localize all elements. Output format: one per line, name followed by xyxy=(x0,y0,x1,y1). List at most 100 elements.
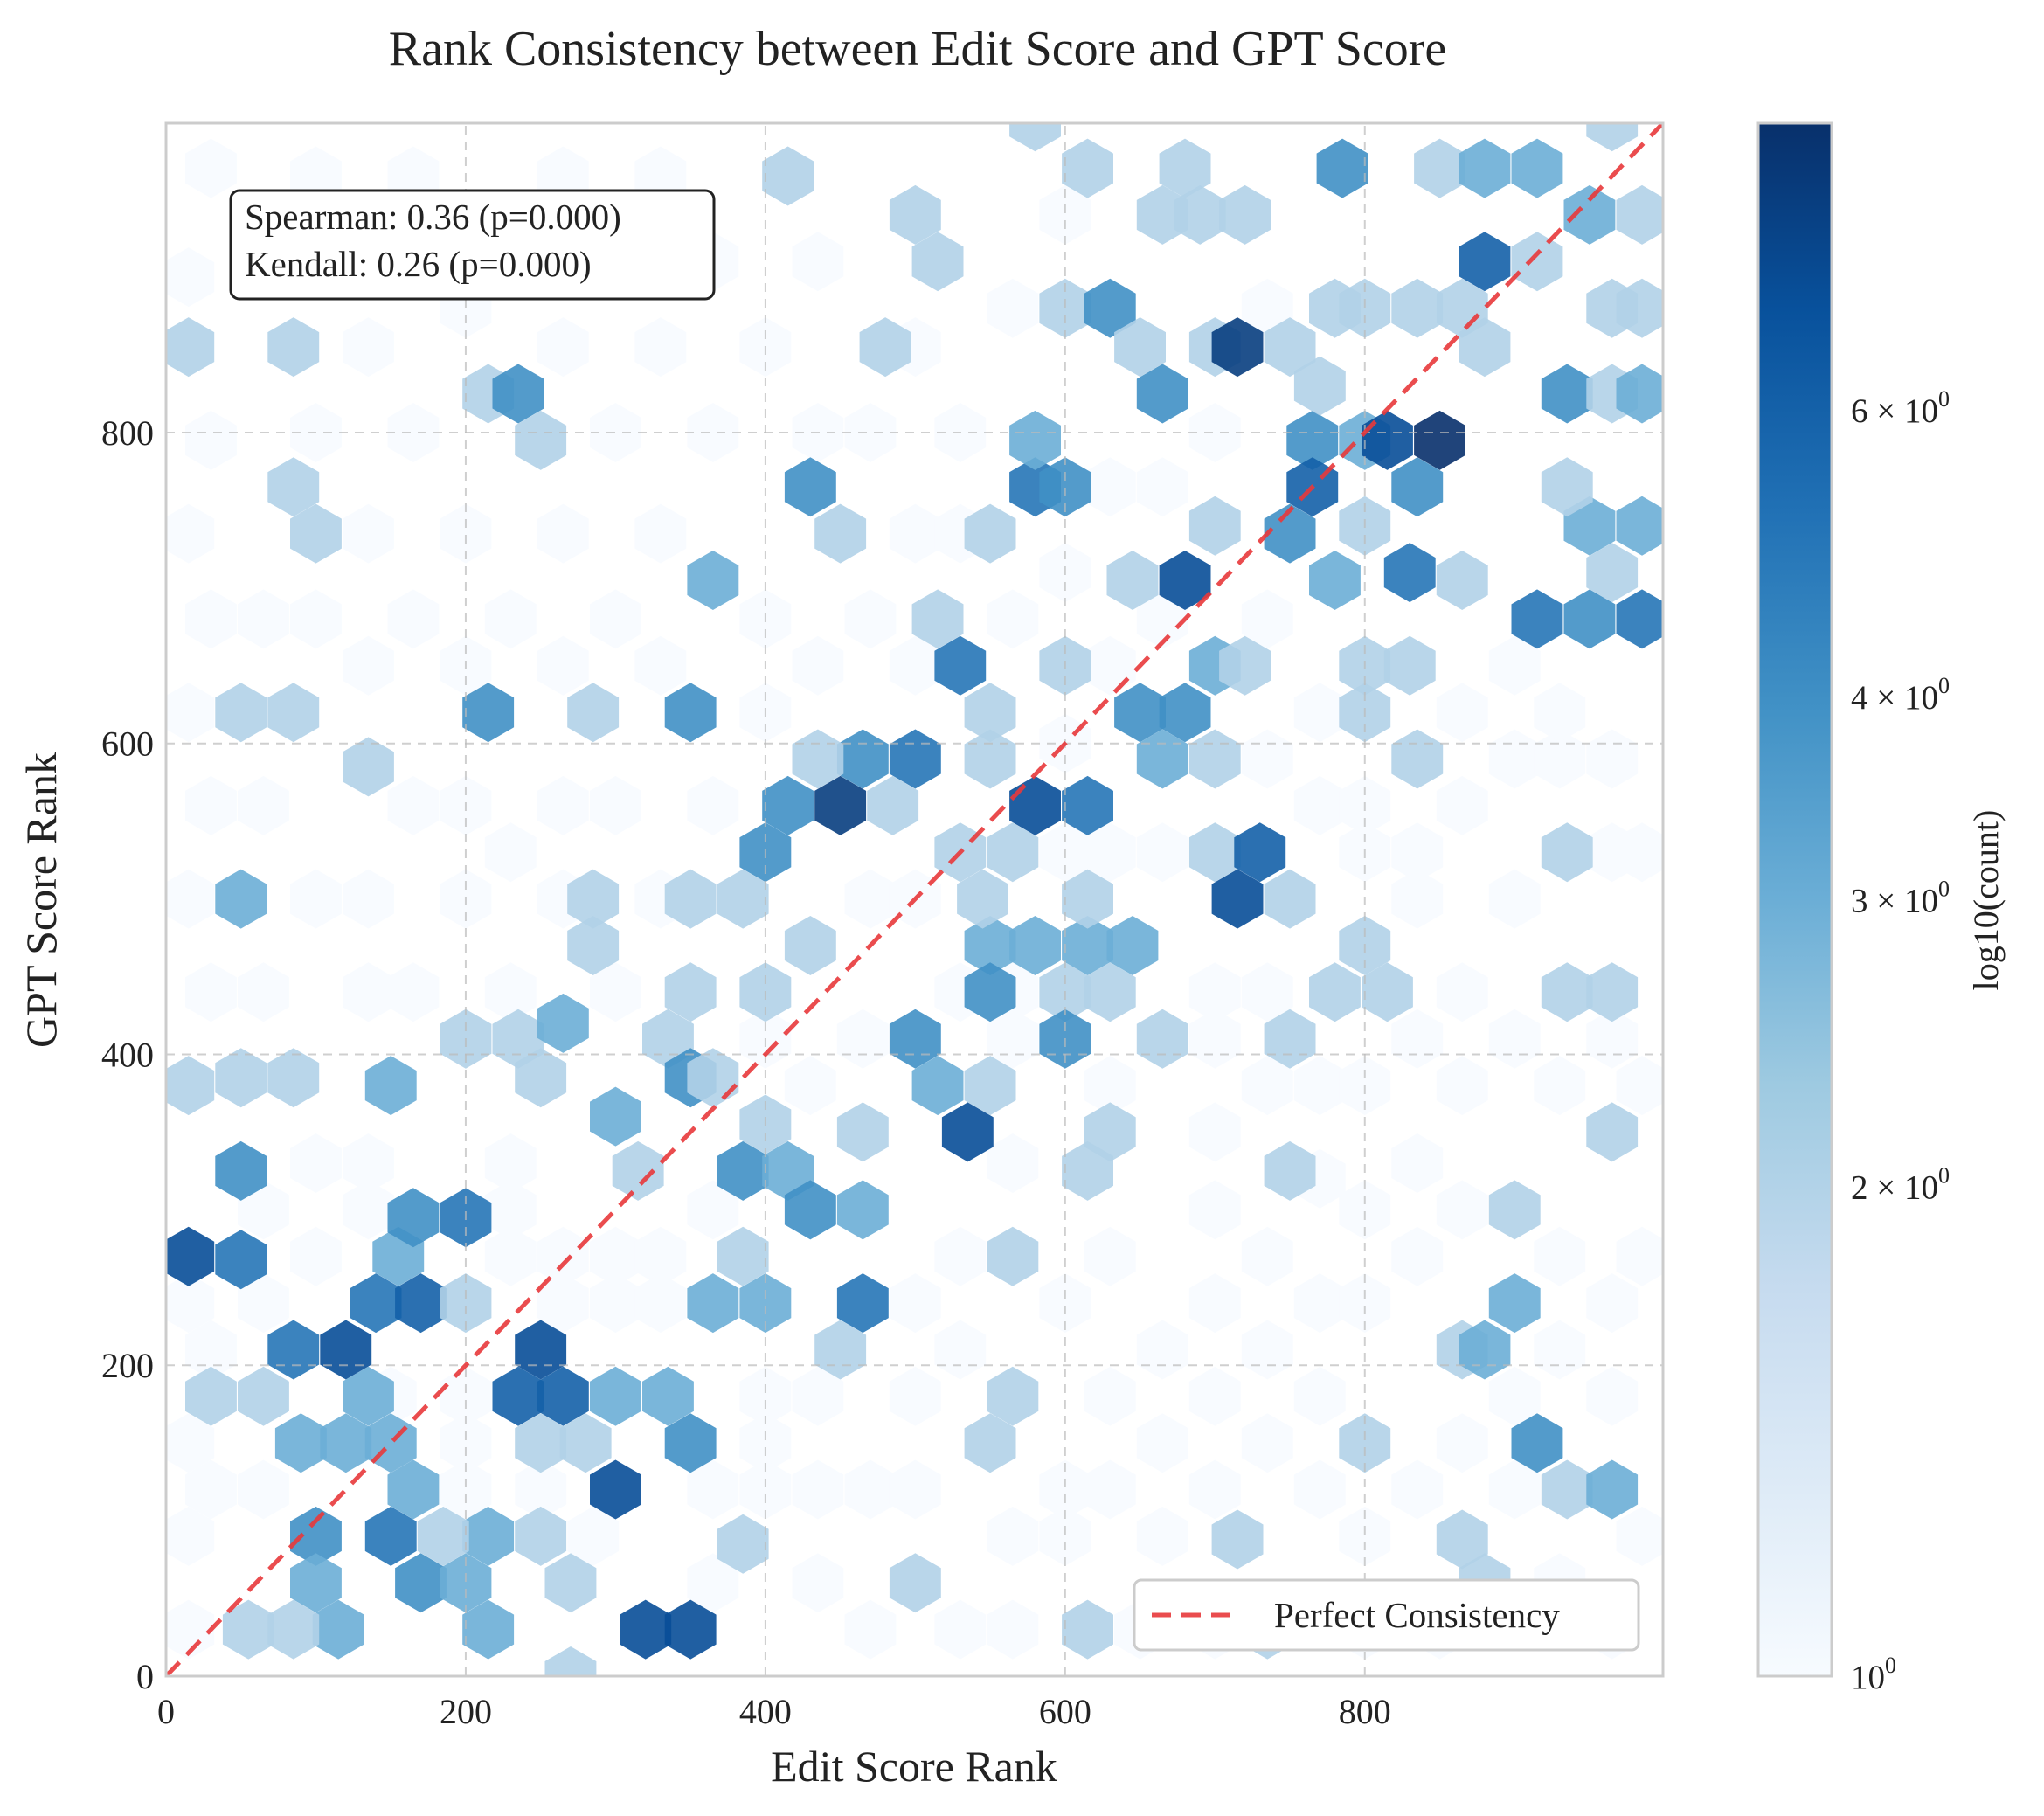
hexbin-cell xyxy=(440,1459,492,1520)
hexbin-cell xyxy=(739,1413,792,1473)
hexbin-cell xyxy=(784,457,836,517)
hexbin-cell xyxy=(267,317,320,378)
hexbin-cell xyxy=(185,1459,237,1520)
hexbin-cell xyxy=(739,1366,792,1426)
hexbin-cell xyxy=(1039,278,1091,338)
hexbin-cell xyxy=(567,869,620,929)
hexbin-cell xyxy=(1586,1273,1639,1334)
hexbin-cell xyxy=(964,916,1016,975)
hexbin-cell xyxy=(1084,457,1136,517)
hexbin-cell xyxy=(844,869,897,929)
hexbin-cell xyxy=(1106,916,1159,975)
hexbin-cell xyxy=(567,916,620,975)
hexbin-cell xyxy=(1188,1366,1241,1426)
hexbin-cell xyxy=(964,1056,1016,1116)
hexbin-cell xyxy=(1264,869,1316,929)
hexbin-cell xyxy=(844,1599,897,1660)
hexbin-cell xyxy=(844,1459,897,1520)
hexbin-cell xyxy=(1616,496,1663,556)
hexbin-cell xyxy=(1136,1413,1188,1473)
colorbar-label: log10(count) xyxy=(1966,810,2006,991)
hexbin-cell xyxy=(1264,317,1316,378)
hexbin-cell xyxy=(537,635,589,696)
hexbin-cell xyxy=(290,1226,342,1286)
hexbin-cell xyxy=(440,1273,492,1334)
hexbin-cell xyxy=(1436,683,1488,743)
hexbin-cell xyxy=(1062,1140,1113,1201)
hexbin-cell xyxy=(312,1599,364,1660)
hexbin-cell xyxy=(1586,962,1639,1022)
hexbin-cell xyxy=(1039,1459,1091,1520)
hexbin-cell xyxy=(215,869,267,929)
colorbar-tick-label: 6 × 100 xyxy=(1851,386,1950,430)
hexbin-cell xyxy=(1136,822,1188,883)
hexbin-cell xyxy=(1219,635,1271,696)
hexbin-cell xyxy=(462,1506,515,1566)
hexbin-cell xyxy=(166,317,215,378)
hexbin-cell xyxy=(267,457,320,517)
hexbin-cell xyxy=(590,403,641,462)
hexbin-cell xyxy=(1219,184,1271,245)
hexbin-cell xyxy=(484,1180,537,1240)
hexbin-cell xyxy=(664,1599,717,1660)
hexbin-cell xyxy=(987,1133,1039,1193)
hexbin-cell xyxy=(484,1133,537,1193)
hexbin-cell xyxy=(1511,1413,1563,1473)
hexbin-cell xyxy=(1391,457,1444,517)
hexbin-cell xyxy=(1316,138,1368,198)
hexbin-cell xyxy=(1039,457,1091,517)
hexbin-cell xyxy=(739,1273,792,1334)
hexbin-cell xyxy=(1009,123,1061,152)
hexbin-cell xyxy=(185,410,237,470)
hexbin-cell xyxy=(844,403,897,462)
hexbin-cell xyxy=(1211,317,1264,378)
hexbin-cell xyxy=(590,1086,641,1147)
hexbin-cell xyxy=(957,869,1008,929)
hexbin-cell xyxy=(1616,1506,1663,1566)
hexbin-cell xyxy=(590,1273,641,1334)
hexbin-cell xyxy=(215,683,267,743)
hexbin-cell xyxy=(515,1413,567,1473)
hexbin-cell xyxy=(238,589,289,649)
hexbin-cell xyxy=(238,1273,289,1334)
hexbin-cell xyxy=(634,317,687,378)
hexbin-cell xyxy=(1511,138,1563,198)
hexbin-cell xyxy=(987,822,1039,883)
x-tick-label: 600 xyxy=(1039,1692,1091,1731)
hexbin-cell xyxy=(1293,1056,1346,1116)
hexbin-cell xyxy=(166,1506,215,1566)
hexbin-cell xyxy=(462,683,515,743)
colorbar-tick-label: 2 × 100 xyxy=(1851,1162,1950,1206)
hexbin-cell xyxy=(867,775,919,835)
hexbin-cell xyxy=(1293,1366,1346,1426)
hexbin-cell xyxy=(515,1048,567,1108)
x-tick-label: 400 xyxy=(739,1692,792,1731)
hexbin-cell xyxy=(1339,1506,1391,1566)
hexbin-cell xyxy=(387,1188,440,1248)
hexbin-cell xyxy=(964,1413,1016,1473)
hexbin-cell xyxy=(417,1506,469,1566)
hexbin-cell xyxy=(687,1273,739,1334)
hexbin-cell xyxy=(634,1226,687,1286)
hexbin-cell xyxy=(814,775,867,835)
hexbin-cell xyxy=(1309,278,1361,338)
hexbin-cell xyxy=(515,1459,567,1520)
hexbin-cell xyxy=(620,1599,672,1660)
hexbin-cell xyxy=(537,503,589,564)
hexbin-cell xyxy=(1084,822,1136,883)
hexbin-cell xyxy=(1286,410,1339,470)
hexbin-cell xyxy=(1009,916,1061,975)
hexbin-cell xyxy=(1391,822,1444,883)
hexbin-cell xyxy=(1084,1226,1136,1286)
hexbin-cell xyxy=(1114,683,1166,743)
hexbin-cell xyxy=(484,822,537,883)
hexbin-cell xyxy=(1391,1226,1444,1286)
hexbin-cell xyxy=(1241,962,1293,1022)
hexbin-cell xyxy=(350,1273,402,1334)
hexbin-cell xyxy=(267,1599,320,1660)
hexbin-cell xyxy=(1391,869,1444,929)
hexbin-cell xyxy=(1188,1273,1241,1334)
hexbin-cell xyxy=(1062,775,1113,835)
hexbin-cell xyxy=(440,503,492,564)
